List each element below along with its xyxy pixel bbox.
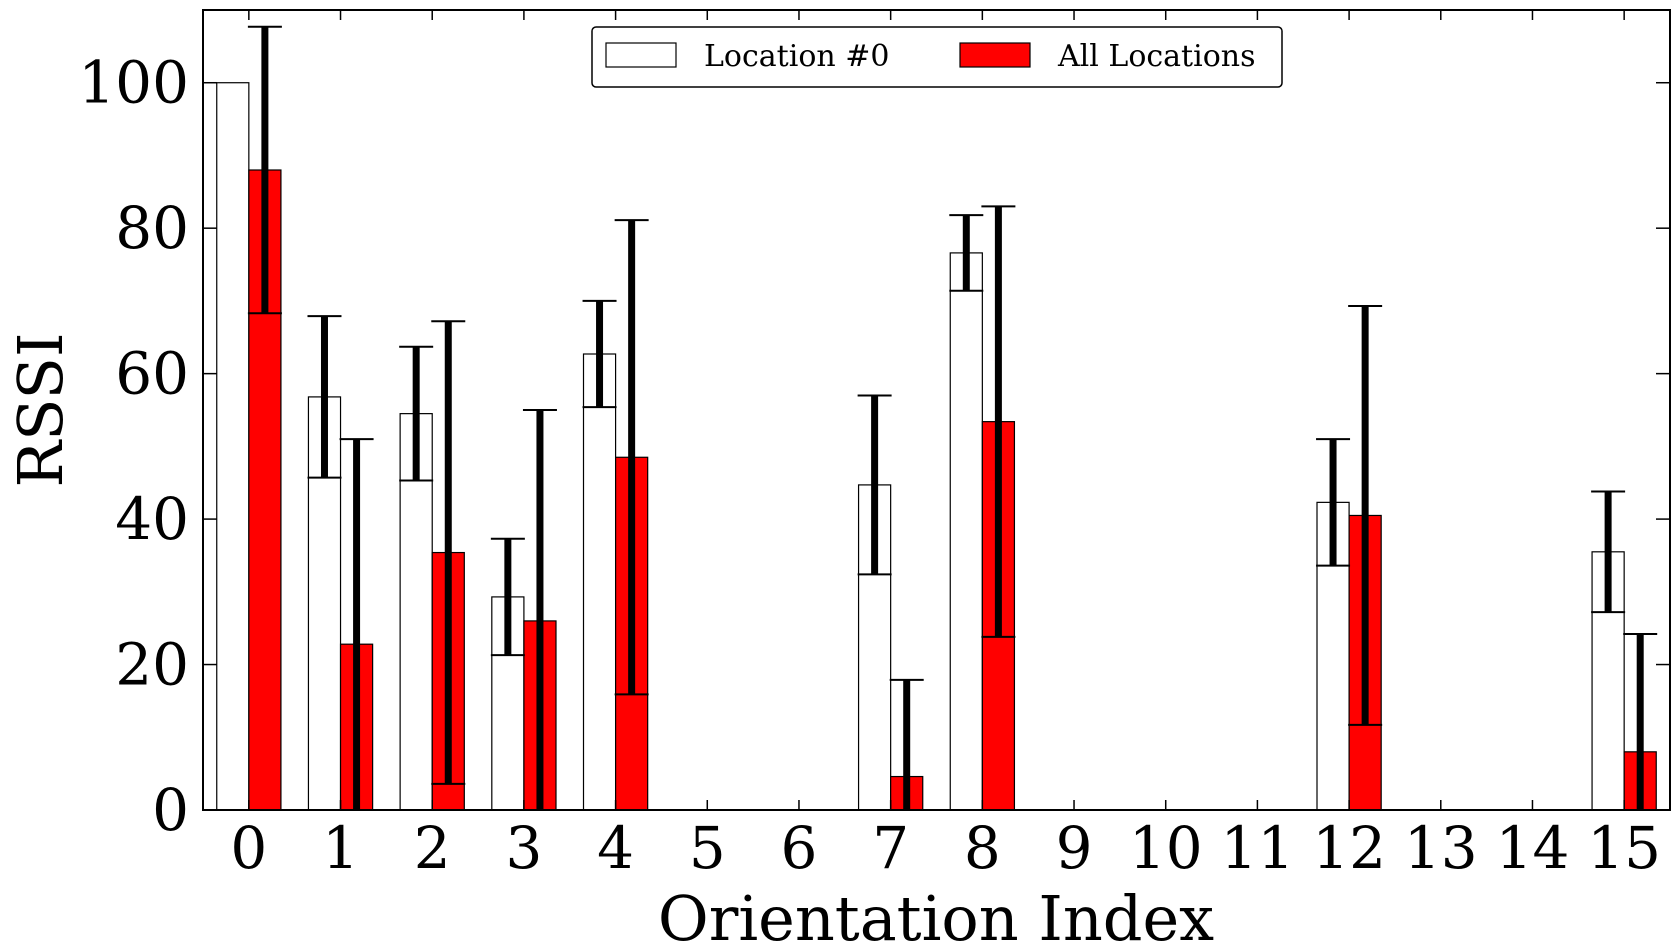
x-tick-label-3: 3 [505,814,542,882]
x-tick-label-6: 6 [781,814,818,882]
x-tick-label-5: 5 [689,814,726,882]
y-tick-label-80: 80 [115,194,189,262]
y-tick-label-100: 100 [78,49,189,117]
legend: Location #0 All Locations [591,26,1283,88]
x-tick-label-4: 4 [597,814,634,882]
x-tick-label-0: 0 [230,814,267,882]
bar-series0-cat7 [857,484,892,811]
y-tick-label-0: 0 [152,776,189,844]
x-tick-label-13: 13 [1404,814,1478,882]
legend-swatch-all-locations [959,42,1031,68]
bars-layer [216,82,1657,811]
x-tick-label-1: 1 [322,814,359,882]
legend-box [591,26,1283,88]
x-tick-label-7: 7 [872,814,909,882]
y-tick-labels: 0 20 40 60 80 100 [78,49,189,844]
x-tick-label-15: 15 [1587,814,1661,882]
x-tick-label-11: 11 [1221,814,1295,882]
bar-series0-cat4 [582,353,617,811]
legend-label-location0: Location #0 [704,39,889,74]
ticks-layer [203,10,1670,811]
bar-series0-cat0 [216,82,250,811]
x-axis-title: Orientation Index [658,882,1214,949]
bar-series0-cat8 [949,252,983,811]
x-tick-label-8: 8 [964,814,1001,882]
x-tick-label-10: 10 [1129,814,1203,882]
legend-label-all-locations: All Locations [1057,39,1256,74]
errorbars-layer [247,25,1658,811]
x-tick-label-12: 12 [1312,814,1386,882]
plot-frame [202,9,1671,811]
x-tick-labels: 0 1 2 3 4 5 6 7 8 9 10 11 12 13 14 15 [230,814,1661,882]
y-tick-label-60: 60 [115,340,189,408]
legend-swatch-location0 [605,42,677,68]
y-tick-label-20: 20 [115,631,189,699]
x-tick-label-14: 14 [1496,814,1570,882]
x-tick-label-9: 9 [1056,814,1093,882]
y-axis-title: RSSI [4,332,77,487]
x-tick-label-2: 2 [414,814,451,882]
y-tick-label-40: 40 [115,485,189,553]
